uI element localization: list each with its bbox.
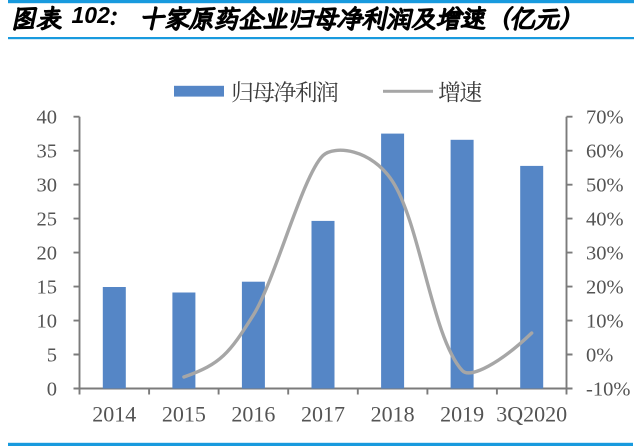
svg-text:2015: 2015: [162, 402, 206, 427]
svg-text:50%: 50%: [586, 175, 624, 197]
svg-text:2019: 2019: [440, 402, 484, 427]
svg-text:70%: 70%: [586, 107, 624, 129]
svg-text:10%: 10%: [586, 311, 624, 333]
svg-text:2018: 2018: [371, 402, 415, 427]
svg-text:5: 5: [47, 345, 57, 367]
svg-text:30: 30: [37, 175, 58, 197]
svg-text:0: 0: [47, 379, 57, 401]
svg-text:20: 20: [37, 243, 58, 265]
svg-text:60%: 60%: [586, 141, 624, 163]
svg-text:2017: 2017: [301, 402, 345, 427]
svg-text:10: 10: [37, 311, 58, 333]
svg-text:-10%: -10%: [586, 379, 630, 401]
svg-text:0%: 0%: [586, 345, 613, 367]
svg-text:15: 15: [37, 277, 58, 299]
svg-text:2014: 2014: [92, 402, 136, 427]
svg-text:40: 40: [37, 107, 58, 129]
svg-text:2016: 2016: [231, 402, 275, 427]
svg-text:30%: 30%: [586, 243, 624, 265]
svg-text:20%: 20%: [586, 277, 624, 299]
svg-text:102: 102: [72, 2, 110, 28]
svg-text:25: 25: [37, 209, 58, 231]
svg-text:3Q2020: 3Q2020: [496, 402, 567, 427]
svg-text:35: 35: [37, 141, 58, 163]
svg-text:40%: 40%: [586, 209, 624, 231]
